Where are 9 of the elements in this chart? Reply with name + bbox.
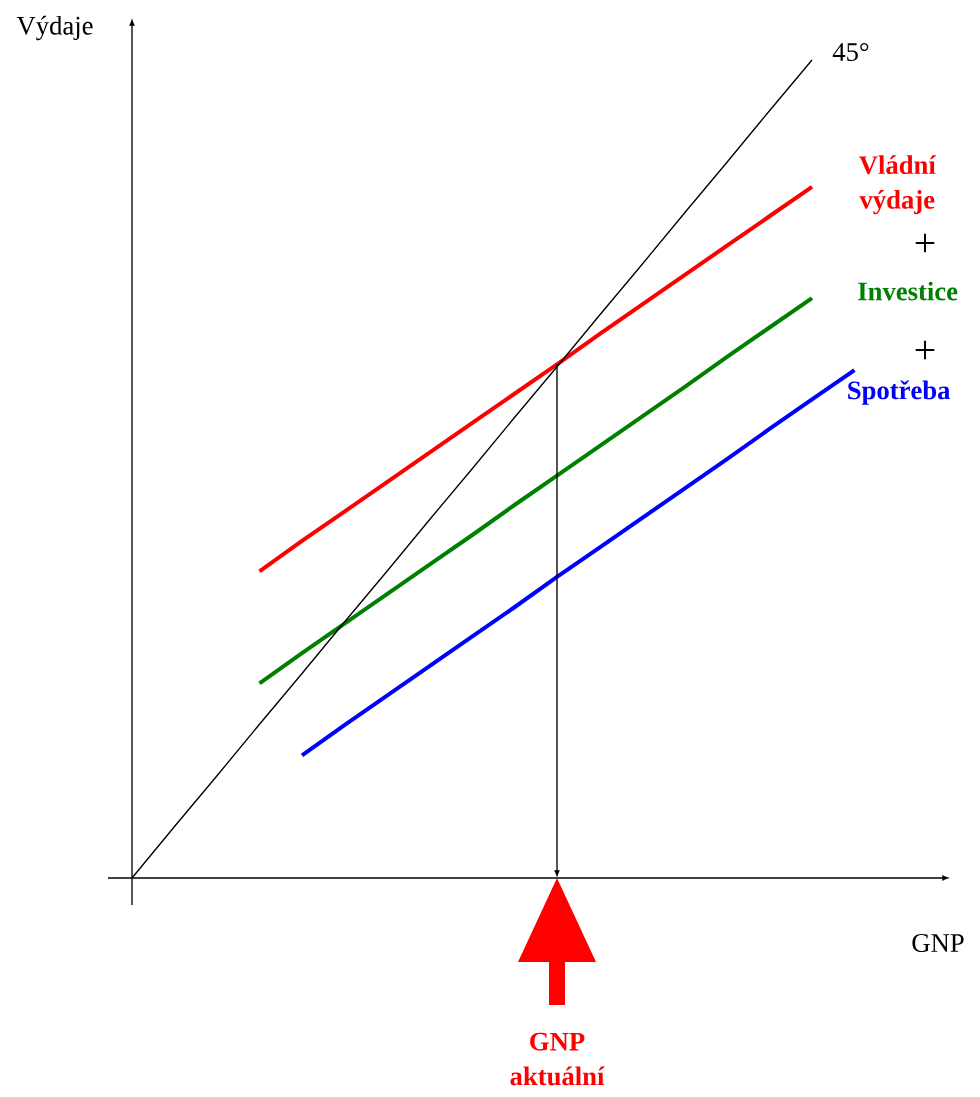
series-label: Spotřeba: [848, 380, 951, 405]
series-label: 45°: [832, 43, 869, 61]
annotation: +: [915, 233, 935, 253]
series-label: Vládní výdaje: [859, 155, 937, 215]
y-axis-title: Výdaje: [16, 15, 93, 41]
x-axis-title: GNP: [912, 934, 964, 952]
text: GNP aktuální: [510, 1032, 605, 1086]
annotation: +: [915, 340, 935, 360]
series-label: Investice: [858, 281, 958, 301]
